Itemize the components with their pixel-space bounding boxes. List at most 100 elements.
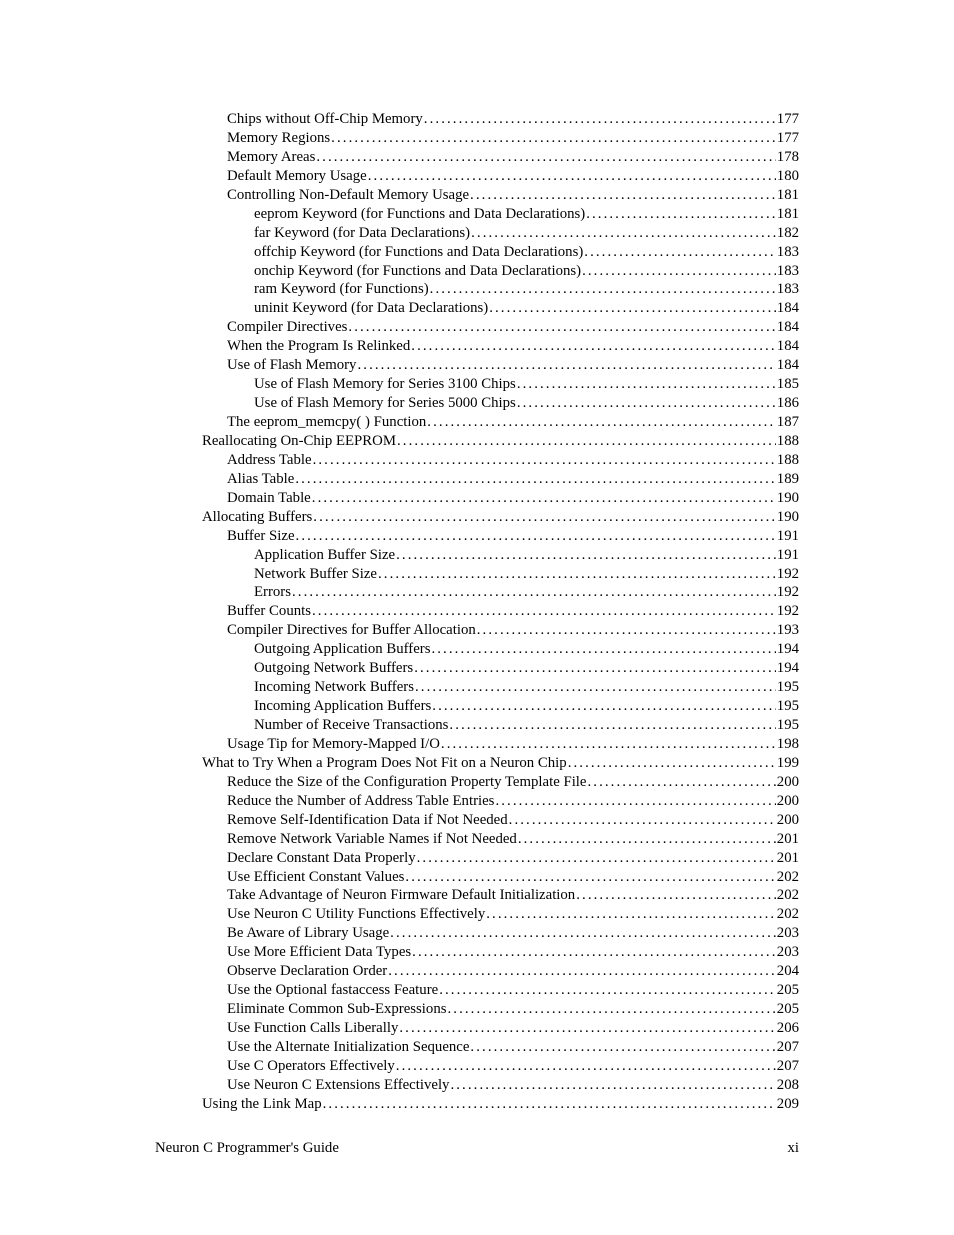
toc-entry-title: Address Table [227, 451, 312, 470]
toc-entry: Address Table 188 [155, 451, 799, 470]
toc-entry-page: 177 [777, 110, 799, 129]
toc-entry: onchip Keyword (for Functions and Data D… [155, 262, 799, 281]
toc-leader-dots [357, 356, 775, 375]
footer-page-number: xi [787, 1140, 799, 1157]
toc-entry-page: 202 [777, 868, 799, 887]
toc-leader-dots [447, 1000, 775, 1019]
toc-entry: Use of Flash Memory for Series 5000 Chip… [155, 394, 799, 413]
toc-entry-page: 195 [777, 716, 799, 735]
toc-entry-page: 207 [777, 1038, 799, 1057]
toc-entry: Allocating Buffers190 [155, 508, 799, 527]
toc-entry-title: onchip Keyword (for Functions and Data D… [254, 262, 581, 281]
toc-leader-dots [477, 621, 776, 640]
toc-entry: Reduce the Number of Address Table Entri… [155, 792, 799, 811]
toc-entry-page: 194 [777, 659, 799, 678]
toc-leader-dots [411, 337, 776, 356]
toc-leader-dots [414, 659, 776, 678]
toc-leader-dots [470, 186, 776, 205]
toc-entry-title: Usage Tip for Memory-Mapped I/O [227, 735, 440, 754]
toc-entry-page: 209 [777, 1095, 799, 1114]
toc-leader-dots [415, 678, 776, 697]
toc-entry-page: 181 [777, 205, 799, 224]
toc-entry: Errors192 [155, 583, 799, 602]
toc-entry-title: Application Buffer Size [254, 546, 395, 565]
toc-entry-title: Compiler Directives [227, 318, 347, 337]
table-of-contents: Chips without Off-Chip Memory 177Memory R… [155, 110, 799, 1114]
toc-leader-dots [295, 470, 775, 489]
toc-entry-title: Use of Flash Memory for Series 3100 Chip… [254, 375, 516, 394]
toc-entry-page: 178 [777, 148, 799, 167]
toc-entry-title: Controlling Non-Default Memory Usage [227, 186, 469, 205]
toc-entry-title: Reduce the Number of Address Table Entri… [227, 792, 494, 811]
toc-entry-title: Buffer Counts [227, 602, 311, 621]
toc-entry-title: The eeprom_memcpy( ) Function [227, 413, 426, 432]
toc-entry: Memory Regions177 [155, 129, 799, 148]
toc-leader-dots [431, 640, 775, 659]
toc-entry-page: 191 [777, 527, 799, 546]
toc-leader-dots [296, 527, 776, 546]
toc-leader-dots [517, 394, 776, 413]
toc-leader-dots [450, 1076, 775, 1095]
page-content: Chips without Off-Chip Memory 177Memory R… [0, 0, 954, 1114]
toc-leader-dots [509, 811, 776, 830]
toc-entry: ram Keyword (for Functions)183 [155, 280, 799, 299]
toc-leader-dots [312, 489, 776, 508]
toc-entry-page: 193 [777, 621, 799, 640]
toc-entry: Default Memory Usage180 [155, 167, 799, 186]
toc-leader-dots [495, 792, 775, 811]
toc-entry-page: 206 [777, 1019, 799, 1038]
toc-entry-page: 191 [777, 546, 799, 565]
toc-leader-dots [397, 432, 776, 451]
toc-entry-title: Use the Optional fastaccess Feature [227, 981, 438, 1000]
toc-entry-page: 207 [777, 1057, 799, 1076]
toc-leader-dots [331, 129, 776, 148]
toc-entry-title: Chips without Off-Chip Memory [227, 110, 423, 129]
toc-entry: Use More Efficient Data Types203 [155, 943, 799, 962]
toc-entry-page: 177 [777, 129, 799, 148]
toc-entry-page: 208 [777, 1076, 799, 1095]
toc-entry-page: 190 [777, 508, 799, 527]
toc-entry-title: Using the Link Map [202, 1095, 322, 1114]
toc-entry: Remove Self-Identification Data if Not N… [155, 811, 799, 830]
toc-entry-title: Outgoing Application Buffers [254, 640, 430, 659]
toc-entry: Usage Tip for Memory-Mapped I/O 198 [155, 735, 799, 754]
toc-entry-page: 188 [777, 451, 799, 470]
toc-entry: Incoming Network Buffers 195 [155, 678, 799, 697]
toc-entry: Outgoing Network Buffers194 [155, 659, 799, 678]
toc-entry-page: 192 [777, 602, 799, 621]
toc-entry: Using the Link Map 209 [155, 1095, 799, 1114]
toc-entry-page: 198 [777, 735, 799, 754]
toc-entry: Remove Network Variable Names if Not Nee… [155, 830, 799, 849]
toc-entry: Controlling Non-Default Memory Usage181 [155, 186, 799, 205]
toc-leader-dots [313, 508, 776, 527]
toc-entry-title: Declare Constant Data Properly [227, 849, 416, 868]
toc-entry-page: 199 [777, 754, 799, 773]
toc-entry-title: Use Function Calls Liberally [227, 1019, 398, 1038]
toc-entry-title: Number of Receive Transactions [254, 716, 448, 735]
toc-entry-title: Incoming Network Buffers [254, 678, 414, 697]
toc-entry-title: Reduce the Size of the Configuration Pro… [227, 773, 586, 792]
toc-entry-title: Domain Table [227, 489, 311, 508]
toc-entry: Use Neuron C Utility Functions Effective… [155, 905, 799, 924]
toc-entry-title: far Keyword (for Data Declarations) [254, 224, 470, 243]
toc-entry-page: 185 [777, 375, 799, 394]
toc-leader-dots [323, 1095, 776, 1114]
footer-title: Neuron C Programmer's Guide [155, 1140, 339, 1157]
toc-entry-title: Network Buffer Size [254, 565, 377, 584]
toc-entry-title: Be Aware of Library Usage [227, 924, 389, 943]
toc-entry-page: 190 [777, 489, 799, 508]
toc-entry-title: offchip Keyword (for Functions and Data … [254, 243, 583, 262]
toc-leader-dots [427, 413, 776, 432]
toc-entry-title: Reallocating On-Chip EEPROM [202, 432, 396, 451]
toc-entry-title: Use of Flash Memory for Series 5000 Chip… [254, 394, 516, 413]
toc-entry-page: 194 [777, 640, 799, 659]
toc-entry-page: 183 [777, 280, 799, 299]
toc-entry-page: 192 [777, 565, 799, 584]
toc-entry-page: 203 [777, 924, 799, 943]
toc-entry-page: 195 [777, 678, 799, 697]
toc-entry: offchip Keyword (for Functions and Data … [155, 243, 799, 262]
toc-entry-title: uninit Keyword (for Data Declarations) [254, 299, 488, 318]
toc-entry: Use of Flash Memory for Series 3100 Chip… [155, 375, 799, 394]
toc-entry-title: Remove Network Variable Names if Not Nee… [227, 830, 517, 849]
toc-entry-title: Memory Areas [227, 148, 315, 167]
